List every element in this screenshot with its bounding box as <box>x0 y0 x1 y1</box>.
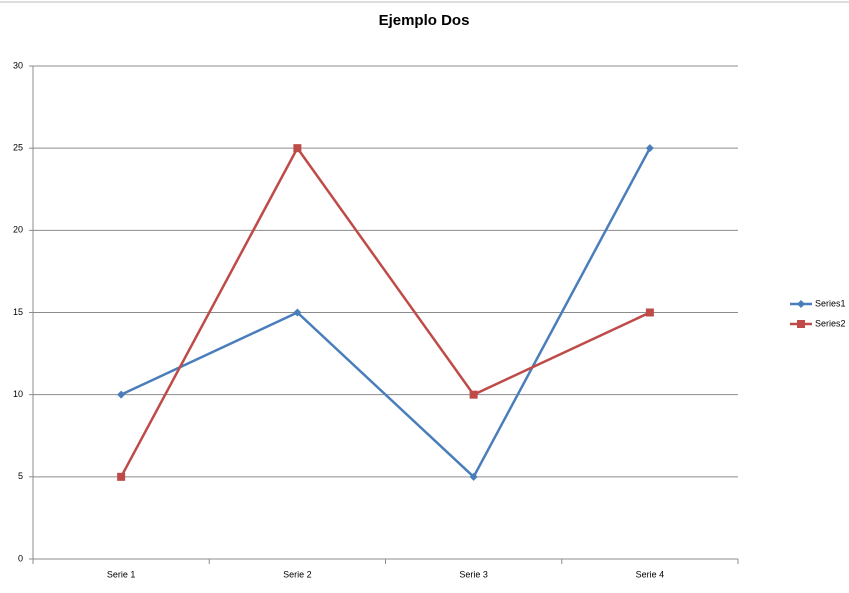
data-point <box>293 144 302 153</box>
legend-marker <box>797 300 805 308</box>
y-tick-label: 25 <box>13 143 23 153</box>
chart-title: Ejemplo Dos <box>379 12 470 29</box>
legend-marker <box>797 320 805 328</box>
x-tick-label: Serie 3 <box>459 569 488 579</box>
data-point <box>117 390 126 399</box>
legend-label: Series2 <box>815 318 846 328</box>
x-tick-label: Serie 2 <box>283 569 312 579</box>
data-point <box>469 390 478 399</box>
data-point <box>645 144 654 153</box>
x-tick-label: Serie 1 <box>107 569 136 579</box>
series-line <box>120 147 651 479</box>
y-tick-label: 30 <box>13 60 23 70</box>
data-point <box>117 472 126 481</box>
y-tick-label: 10 <box>13 389 23 399</box>
legend-label: Series1 <box>815 298 846 308</box>
x-tick-label: Serie 4 <box>636 569 665 579</box>
data-point <box>293 308 302 317</box>
y-tick-label: 15 <box>13 307 23 317</box>
data-point <box>469 472 478 481</box>
data-point <box>645 308 654 317</box>
y-tick-label: 0 <box>18 553 23 563</box>
series-line <box>120 145 651 478</box>
y-tick-label: 5 <box>18 471 23 481</box>
y-tick-label: 20 <box>13 225 23 235</box>
